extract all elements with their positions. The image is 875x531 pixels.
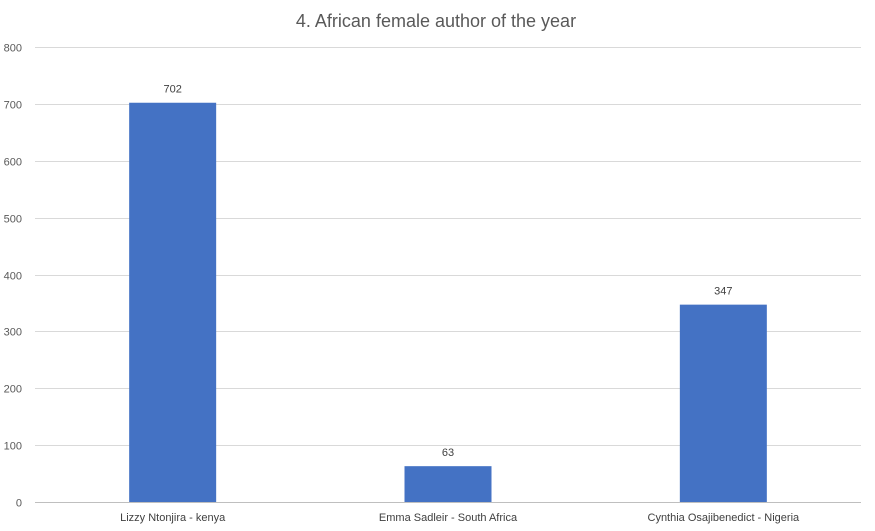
x-category-label: Cynthia Osajibenedict - Nigeria <box>648 512 801 524</box>
chart-title: 4. African female author of the year <box>296 11 576 31</box>
y-tick-label: 300 <box>4 327 22 339</box>
y-tick-label: 400 <box>4 271 22 283</box>
y-tick-label: 700 <box>4 100 22 112</box>
data-label: 347 <box>714 286 732 298</box>
y-tick-label: 600 <box>4 157 22 169</box>
y-tick-label: 0 <box>16 498 22 510</box>
data-labels: 702 63 347 <box>163 84 732 459</box>
bars <box>129 102 767 503</box>
y-tick-label: 800 <box>4 43 22 55</box>
bar <box>679 304 767 502</box>
y-axis-ticks: 0 100 200 300 400 500 600 700 800 <box>4 43 22 510</box>
bar <box>129 102 217 503</box>
y-tick-label: 200 <box>4 384 22 396</box>
y-tick-label: 100 <box>4 441 22 453</box>
x-category-label: Lizzy Ntonjira - kenya <box>120 512 226 524</box>
x-category-label: Emma Sadleir - South Africa <box>379 512 518 524</box>
y-tick-label: 500 <box>4 214 22 226</box>
bar <box>404 466 492 502</box>
data-label: 702 <box>163 84 181 96</box>
x-axis-categories: Lizzy Ntonjira - kenya Emma Sadleir - Sou… <box>120 512 800 524</box>
data-label: 63 <box>442 447 454 459</box>
